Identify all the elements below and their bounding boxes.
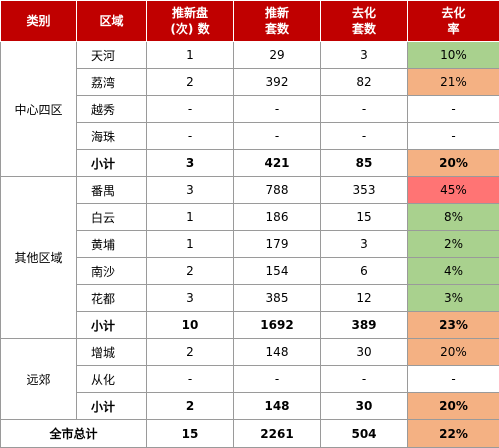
- launches-cell: -: [147, 366, 234, 393]
- rate-cell: 3%: [408, 285, 499, 312]
- new-units-cell: 148: [234, 393, 321, 420]
- launches-cell: 1: [147, 42, 234, 69]
- new-units-cell: 788: [234, 177, 321, 204]
- rate-cell: 21%: [408, 69, 499, 96]
- grand-total-row: 全市总计 15 2261 504 22%: [1, 420, 499, 448]
- launches-cell: -: [147, 96, 234, 123]
- header-launches: 推新盘 (次) 数: [147, 1, 234, 42]
- sold-units-cell: 85: [321, 150, 408, 177]
- subtotal-label: 小计: [77, 393, 147, 420]
- sold-units-cell: 30: [321, 393, 408, 420]
- category-cell: 远郊: [1, 339, 77, 420]
- district-cell: 黄埔: [77, 231, 147, 258]
- sold-units-cell: -: [321, 123, 408, 150]
- new-units-cell: -: [234, 96, 321, 123]
- new-units-cell: 186: [234, 204, 321, 231]
- new-units-cell: 29: [234, 42, 321, 69]
- launches-cell: 3: [147, 150, 234, 177]
- grand-total-label: 全市总计: [1, 420, 147, 448]
- header-sold-units-line1: 去化: [321, 5, 407, 21]
- new-units-cell: 385: [234, 285, 321, 312]
- launches-cell: 2: [147, 339, 234, 366]
- launches-cell: 2: [147, 393, 234, 420]
- table-row: 远郊 增城 2 148 30 20%: [1, 339, 499, 366]
- header-category: 类别: [1, 1, 77, 42]
- header-new-units: 推新 套数: [234, 1, 321, 42]
- new-units-cell: 1692: [234, 312, 321, 339]
- rate-cell: 20%: [408, 393, 499, 420]
- launches-cell: 10: [147, 312, 234, 339]
- new-units-cell: 421: [234, 150, 321, 177]
- sold-units-cell: 6: [321, 258, 408, 285]
- district-cell: 白云: [77, 204, 147, 231]
- launches-cell: 3: [147, 177, 234, 204]
- rate-cell: 23%: [408, 312, 499, 339]
- district-cell: 海珠: [77, 123, 147, 150]
- new-units-cell: 392: [234, 69, 321, 96]
- district-cell: 越秀: [77, 96, 147, 123]
- sold-units-cell: -: [321, 366, 408, 393]
- launches-cell: 2: [147, 69, 234, 96]
- new-units-cell: 148: [234, 339, 321, 366]
- header-district: 区域: [77, 1, 147, 42]
- rate-cell: 2%: [408, 231, 499, 258]
- sold-units-cell: 30: [321, 339, 408, 366]
- district-cell: 番禺: [77, 177, 147, 204]
- header-sold-units-line2: 套数: [321, 21, 407, 37]
- category-cell: 其他区域: [1, 177, 77, 339]
- new-units-cell: 179: [234, 231, 321, 258]
- rate-cell: -: [408, 96, 499, 123]
- new-units-cell: -: [234, 366, 321, 393]
- table-row: 中心四区 天河 1 29 3 10%: [1, 42, 499, 69]
- launches-cell: 3: [147, 285, 234, 312]
- table-row: 其他区域 番禺 3 788 353 45%: [1, 177, 499, 204]
- header-sold-units: 去化 套数: [321, 1, 408, 42]
- sold-units-cell: 3: [321, 231, 408, 258]
- header-new-units-line2: 套数: [234, 21, 320, 37]
- rate-cell: 20%: [408, 150, 499, 177]
- district-cell: 南沙: [77, 258, 147, 285]
- subtotal-label: 小计: [77, 312, 147, 339]
- sold-units-cell: 353: [321, 177, 408, 204]
- district-cell: 从化: [77, 366, 147, 393]
- sold-units-cell: 82: [321, 69, 408, 96]
- sold-units-cell: -: [321, 96, 408, 123]
- subtotal-label: 小计: [77, 150, 147, 177]
- sold-units-cell: 12: [321, 285, 408, 312]
- district-cell: 天河: [77, 42, 147, 69]
- header-launches-line2: (次) 数: [147, 21, 233, 37]
- district-cell: 荔湾: [77, 69, 147, 96]
- sold-units-cell: 504: [321, 420, 408, 448]
- launches-cell: -: [147, 123, 234, 150]
- rate-cell: -: [408, 123, 499, 150]
- sold-units-cell: 3: [321, 42, 408, 69]
- new-units-cell: 2261: [234, 420, 321, 448]
- sold-units-cell: 389: [321, 312, 408, 339]
- category-cell: 中心四区: [1, 42, 77, 177]
- header-launches-line1: 推新盘: [147, 5, 233, 21]
- rate-cell: 20%: [408, 339, 499, 366]
- rate-cell: 22%: [408, 420, 499, 448]
- rate-cell: 45%: [408, 177, 499, 204]
- header-new-units-line1: 推新: [234, 5, 320, 21]
- new-units-cell: 154: [234, 258, 321, 285]
- header-rate-line2: 率: [408, 21, 499, 37]
- rate-cell: 10%: [408, 42, 499, 69]
- launches-cell: 2: [147, 258, 234, 285]
- district-cell: 增城: [77, 339, 147, 366]
- header-row: 类别 区域 推新盘 (次) 数 推新 套数 去化 套数 去化 率: [1, 1, 499, 42]
- launches-cell: 1: [147, 204, 234, 231]
- new-units-cell: -: [234, 123, 321, 150]
- launches-cell: 15: [147, 420, 234, 448]
- rate-cell: 4%: [408, 258, 499, 285]
- sold-units-cell: 15: [321, 204, 408, 231]
- district-cell: 花都: [77, 285, 147, 312]
- header-rate-line1: 去化: [408, 5, 499, 21]
- rate-cell: -: [408, 366, 499, 393]
- rate-cell: 8%: [408, 204, 499, 231]
- launches-cell: 1: [147, 231, 234, 258]
- header-rate: 去化 率: [408, 1, 499, 42]
